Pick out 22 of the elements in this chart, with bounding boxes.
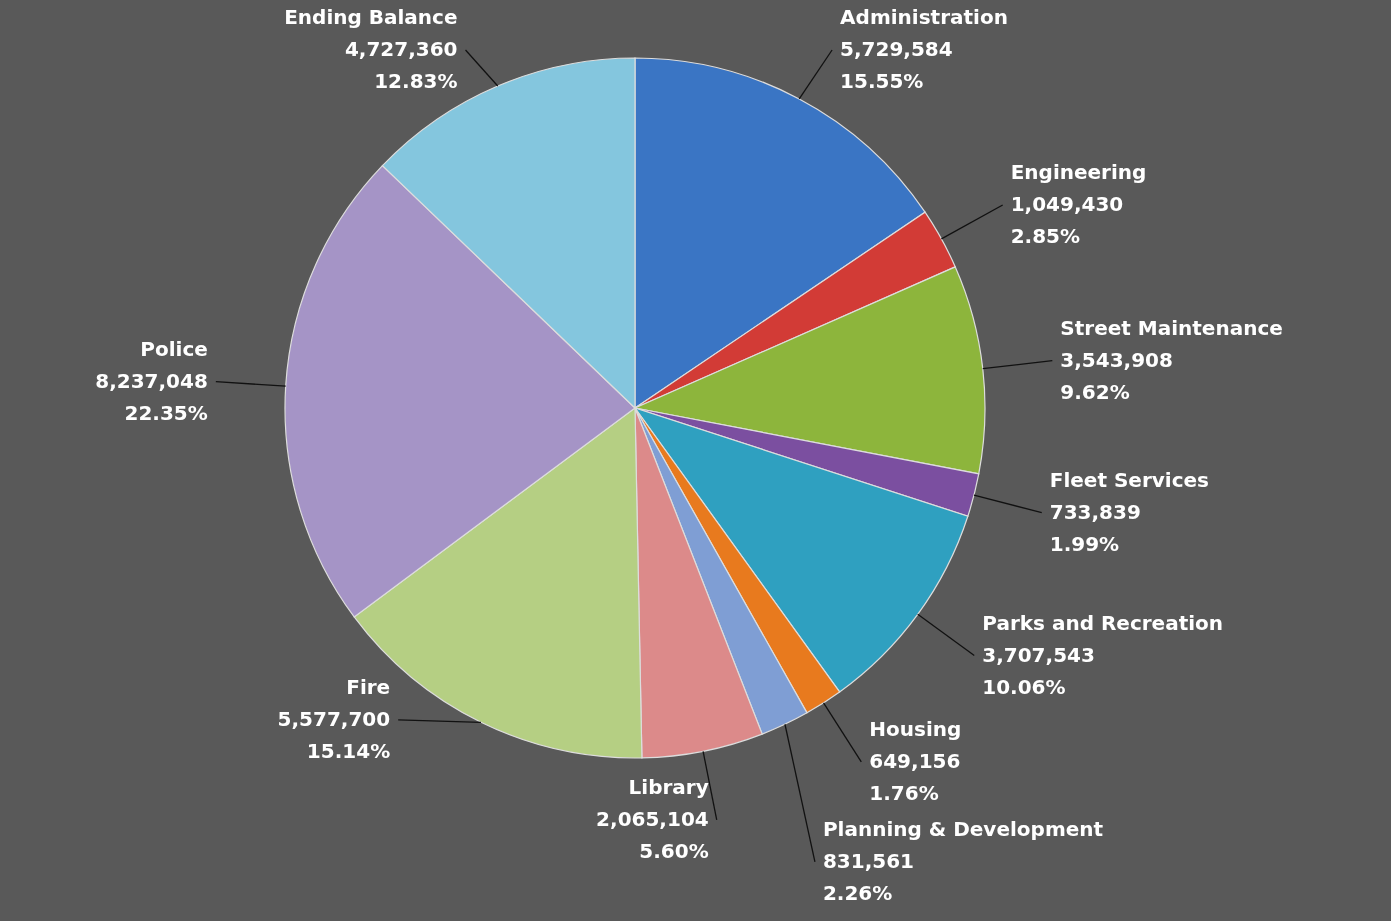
slice-label: Administration	[840, 5, 1008, 29]
data-label: 649,156 1.76%	[869, 748, 961, 805]
slice-label: Fire	[346, 674, 391, 699]
data-label: 733,839 1.99%	[1049, 499, 1141, 556]
slice-label: Housing	[869, 716, 962, 741]
slice-label: Planning & Development	[822, 816, 1104, 841]
data-label: 4,727,360 12.83%	[344, 37, 458, 93]
data-label: 1,049,430 2.85%	[1010, 192, 1124, 248]
slice-label: Engineering	[1010, 160, 1147, 184]
data-label: 8,237,048 22.35%	[95, 368, 208, 425]
slice-label: Parks and Recreation	[982, 610, 1224, 635]
data-label: 5,577,700 15.14%	[277, 706, 391, 763]
slice-label: Fleet Services	[1049, 467, 1209, 492]
data-label: 2,065,104 5.60%	[596, 806, 709, 863]
slice-label: Ending Balance	[284, 5, 458, 29]
slice-label: Street Maintenance	[1060, 315, 1283, 340]
data-label: 831,561 2.26%	[822, 848, 915, 905]
slice-label: Police	[140, 336, 208, 361]
data-label: 3,707,543 10.06%	[982, 642, 1095, 699]
data-label: 5,729,584 15.55%	[840, 37, 953, 93]
slice-label: Library	[628, 774, 709, 799]
data-label: 3,543,908 9.62%	[1060, 347, 1173, 404]
